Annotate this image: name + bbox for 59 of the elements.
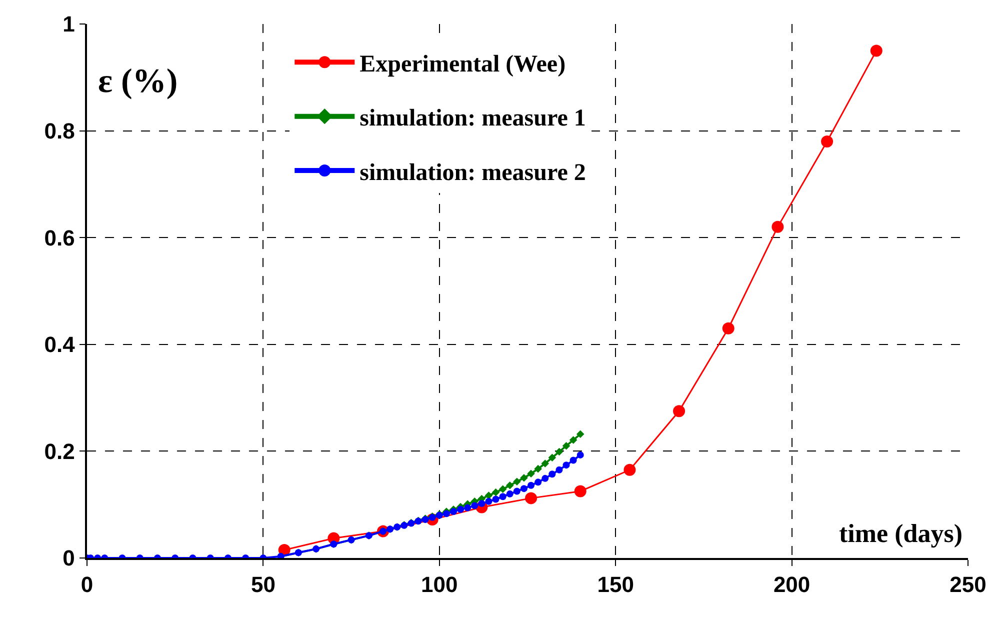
y-tick-label: 0.6 (44, 225, 75, 250)
point (485, 498, 492, 505)
point (624, 464, 636, 476)
point (513, 488, 520, 495)
point (499, 493, 506, 500)
point (534, 478, 542, 486)
point (484, 492, 493, 500)
point (498, 485, 507, 494)
point (556, 466, 563, 474)
x-tick-label: 0 (80, 572, 94, 598)
x-tick-label: 50 (250, 572, 276, 598)
y-tick-label: 0.4 (44, 332, 76, 358)
point (528, 482, 535, 489)
point (541, 460, 550, 468)
point (722, 322, 734, 334)
legend-label: Experimental (Wee) (360, 51, 566, 78)
point (548, 470, 556, 478)
y-tick-label: 0.2 (44, 438, 75, 464)
y-axis-title: ε (%) (98, 63, 178, 100)
point (534, 464, 542, 473)
point (450, 508, 457, 516)
x-tick-label: 250 (950, 572, 986, 598)
y-tick-label: 1 (62, 12, 75, 37)
point (492, 488, 500, 496)
point (555, 448, 564, 456)
legend-label: simulation: measure 2 (360, 160, 586, 186)
point (673, 405, 686, 418)
point (574, 485, 586, 498)
x-tick-label: 100 (421, 572, 458, 598)
point (569, 436, 578, 444)
point (821, 135, 834, 148)
point (576, 430, 584, 438)
y-tick-label: 0 (62, 546, 75, 571)
point (542, 474, 549, 482)
legend-label: simulation: measure 1 (360, 106, 586, 132)
point (570, 456, 577, 464)
point (520, 485, 528, 492)
point (464, 504, 472, 512)
point (525, 492, 538, 504)
x-axis-title: time (days) (839, 519, 962, 548)
x-tick-label: 200 (773, 572, 810, 598)
point (471, 502, 478, 510)
point (478, 500, 486, 508)
point (527, 470, 535, 478)
point (870, 44, 882, 57)
point (576, 451, 584, 458)
point (506, 490, 514, 498)
point (457, 506, 464, 513)
point (520, 474, 528, 482)
point (506, 481, 514, 490)
point (562, 462, 570, 469)
point (772, 220, 784, 233)
point (442, 510, 450, 518)
point (548, 454, 556, 462)
point (562, 442, 570, 450)
y-tick-label: 0.8 (44, 118, 75, 144)
x-tick-label: 150 (597, 572, 634, 598)
point (513, 478, 521, 486)
point (492, 496, 500, 503)
